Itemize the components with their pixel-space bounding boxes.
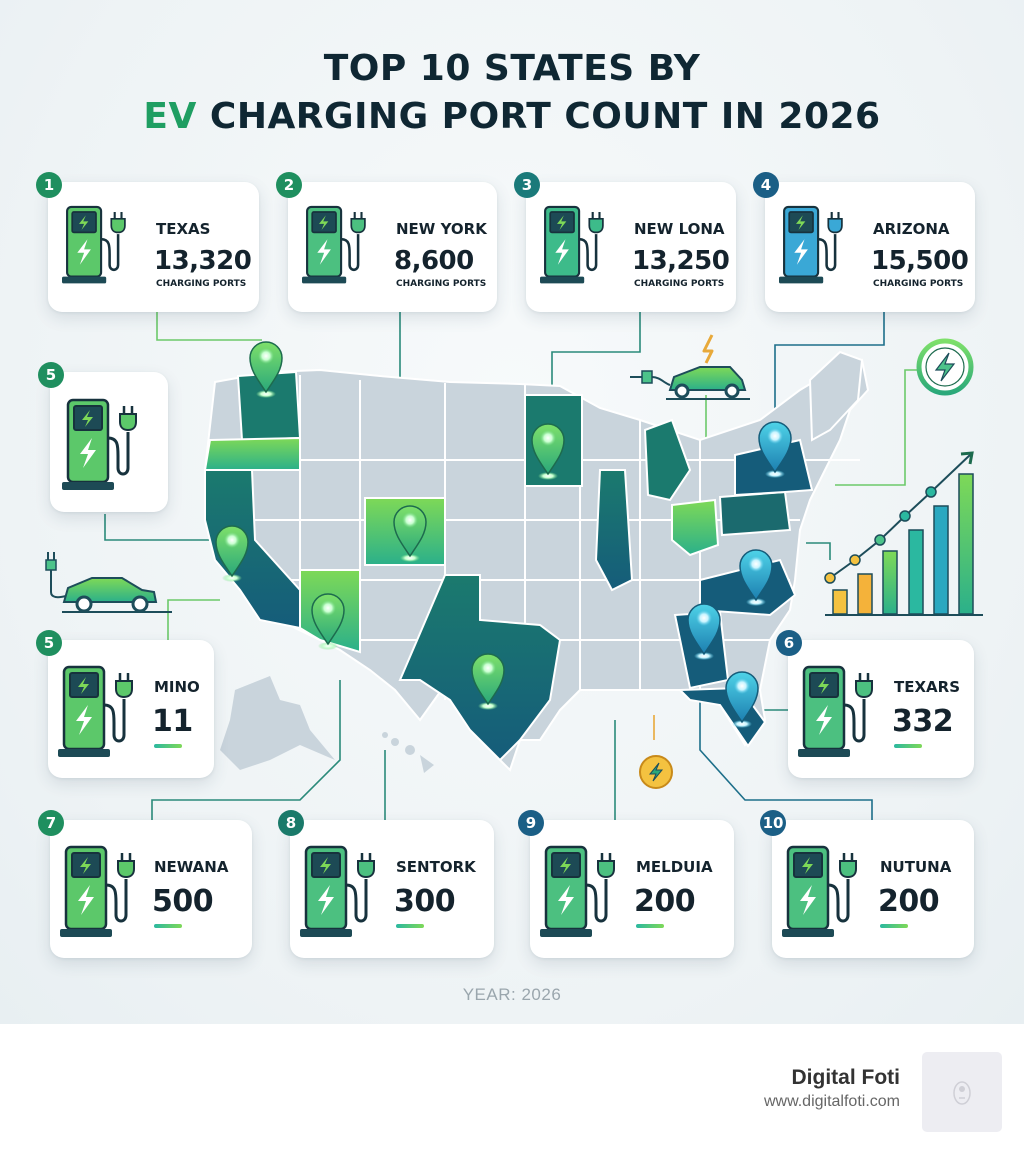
rank-badge: 8 bbox=[278, 810, 304, 836]
charging-station-icon bbox=[302, 204, 370, 288]
charging-station-icon bbox=[782, 840, 862, 946]
footer: Digital Foti www.digitalfoti.com bbox=[0, 1024, 1024, 1154]
state-michigan bbox=[643, 418, 692, 502]
port-count: 13,320 bbox=[154, 246, 252, 276]
rank-badge: 7 bbox=[38, 810, 64, 836]
port-unit: CHARGING PORTS bbox=[156, 279, 247, 289]
brand-logo bbox=[922, 1052, 1002, 1132]
state-name: TEXAS bbox=[156, 220, 211, 238]
state-name: NEWANA bbox=[154, 858, 229, 876]
rank-badge: 10 bbox=[760, 810, 786, 836]
brand-block: Digital Foti www.digitalfoti.com bbox=[764, 1066, 900, 1111]
state-name: NEW YORK bbox=[396, 220, 487, 238]
state-name: TEXARS bbox=[894, 678, 961, 696]
charging-station-icon bbox=[779, 204, 847, 288]
rank-badge: 9 bbox=[518, 810, 544, 836]
state-name: MELDUIA bbox=[636, 858, 713, 876]
title-accent: EV bbox=[143, 96, 197, 137]
port-count: 200 bbox=[878, 884, 940, 919]
state-card-9[interactable]: 9 MELDUIA 200 bbox=[518, 810, 734, 958]
port-count: 332 bbox=[892, 704, 954, 739]
title-rest: CHARGING PORT COUNT IN 2026 bbox=[196, 96, 881, 137]
rank-badge: 4 bbox=[753, 172, 779, 198]
state-card-6[interactable]: 6 TEXARS 332 bbox=[776, 630, 974, 778]
rank-badge: 3 bbox=[514, 172, 540, 198]
state-card-7[interactable]: 7 NEWANA 500 bbox=[38, 810, 252, 958]
rank-badge: 5 bbox=[36, 630, 62, 656]
underline-bar bbox=[894, 744, 922, 748]
state-card-8[interactable]: 8 SENTORK 300 bbox=[278, 810, 494, 958]
state-ohio bbox=[671, 498, 720, 557]
state-illinois bbox=[594, 469, 634, 592]
port-unit: CHARGING PORTS bbox=[396, 279, 487, 289]
state-card-5a[interactable]: 5 bbox=[38, 362, 168, 512]
infographic-canvas: TOP 10 STATES BY EV CHARGING PORT COUNT … bbox=[0, 0, 1024, 1024]
charging-station-icon bbox=[62, 398, 142, 494]
port-count: 300 bbox=[394, 884, 456, 919]
us-map bbox=[45, 312, 983, 820]
charging-station-icon bbox=[60, 840, 140, 946]
state-pennsylvania bbox=[718, 490, 792, 537]
mascot-logo-icon bbox=[953, 1081, 971, 1105]
state-card-4[interactable]: 4 ARIZONA 15,500 CHARGING PORTS bbox=[753, 172, 975, 312]
state-alaska bbox=[220, 676, 335, 770]
brand-url[interactable]: www.digitalfoti.com bbox=[763, 1093, 900, 1110]
rank-badge: 6 bbox=[776, 630, 802, 656]
port-count: 200 bbox=[634, 884, 696, 919]
ev-car-icon-left bbox=[45, 552, 172, 613]
charging-station-icon bbox=[540, 204, 608, 288]
state-card-10[interactable]: 10 NUTUNA 200 bbox=[760, 810, 974, 958]
state-card-2[interactable]: 2 NEW YORK 8,600 CHARGING PORTS bbox=[276, 172, 497, 312]
port-count: 11 bbox=[152, 704, 193, 739]
rank-badge: 5 bbox=[38, 362, 64, 388]
port-count: 13,250 bbox=[632, 246, 730, 276]
port-count: 8,600 bbox=[394, 246, 474, 276]
rank-badge: 2 bbox=[276, 172, 302, 198]
state-card-3[interactable]: 3 NEW LONA 13,250 CHARGING PORTS bbox=[514, 172, 736, 312]
underline-bar bbox=[154, 924, 182, 928]
port-count: 500 bbox=[152, 884, 214, 919]
brand-name: Digital Foti bbox=[791, 1066, 901, 1089]
underline-bar bbox=[880, 924, 908, 928]
port-unit: CHARGING PORTS bbox=[634, 279, 725, 289]
port-count: 15,500 bbox=[871, 246, 969, 276]
state-hawaii bbox=[382, 732, 434, 773]
underline-bar bbox=[154, 744, 182, 748]
page-title-line1: TOP 10 STATES BY bbox=[323, 48, 701, 89]
rank-badge: 1 bbox=[36, 172, 62, 198]
year-label: YEAR: 2026 bbox=[462, 985, 562, 1004]
trend-bar-chart-icon bbox=[824, 451, 983, 616]
lightning-circle-icon bbox=[916, 338, 974, 396]
charging-station-icon bbox=[62, 204, 130, 288]
state-card-1[interactable]: 1 TEXAS 13,320 CHARGING PORTS bbox=[36, 172, 259, 312]
page-title-line2: EV CHARGING PORT COUNT IN 2026 bbox=[0, 96, 1024, 137]
ev-car-icon-top bbox=[630, 334, 750, 400]
charging-station-icon bbox=[798, 660, 878, 766]
state-name: NEW LONA bbox=[634, 220, 725, 238]
state-california bbox=[204, 469, 301, 630]
state-name: SENTORK bbox=[396, 858, 476, 876]
map-pins bbox=[215, 341, 792, 728]
state-name: MINO bbox=[154, 678, 200, 696]
underline-bar bbox=[636, 924, 664, 928]
state-oregon bbox=[203, 436, 301, 471]
state-name: ARIZONA bbox=[873, 220, 950, 238]
port-unit: CHARGING PORTS bbox=[873, 279, 964, 289]
lightning-coin-icon bbox=[639, 755, 673, 789]
charging-station-icon bbox=[58, 660, 138, 766]
underline-bar bbox=[396, 924, 424, 928]
charging-station-icon bbox=[300, 840, 380, 946]
charging-station-icon bbox=[540, 840, 620, 946]
state-name: NUTUNA bbox=[880, 858, 952, 876]
state-card-5b[interactable]: 5 MINO 11 bbox=[36, 630, 214, 778]
